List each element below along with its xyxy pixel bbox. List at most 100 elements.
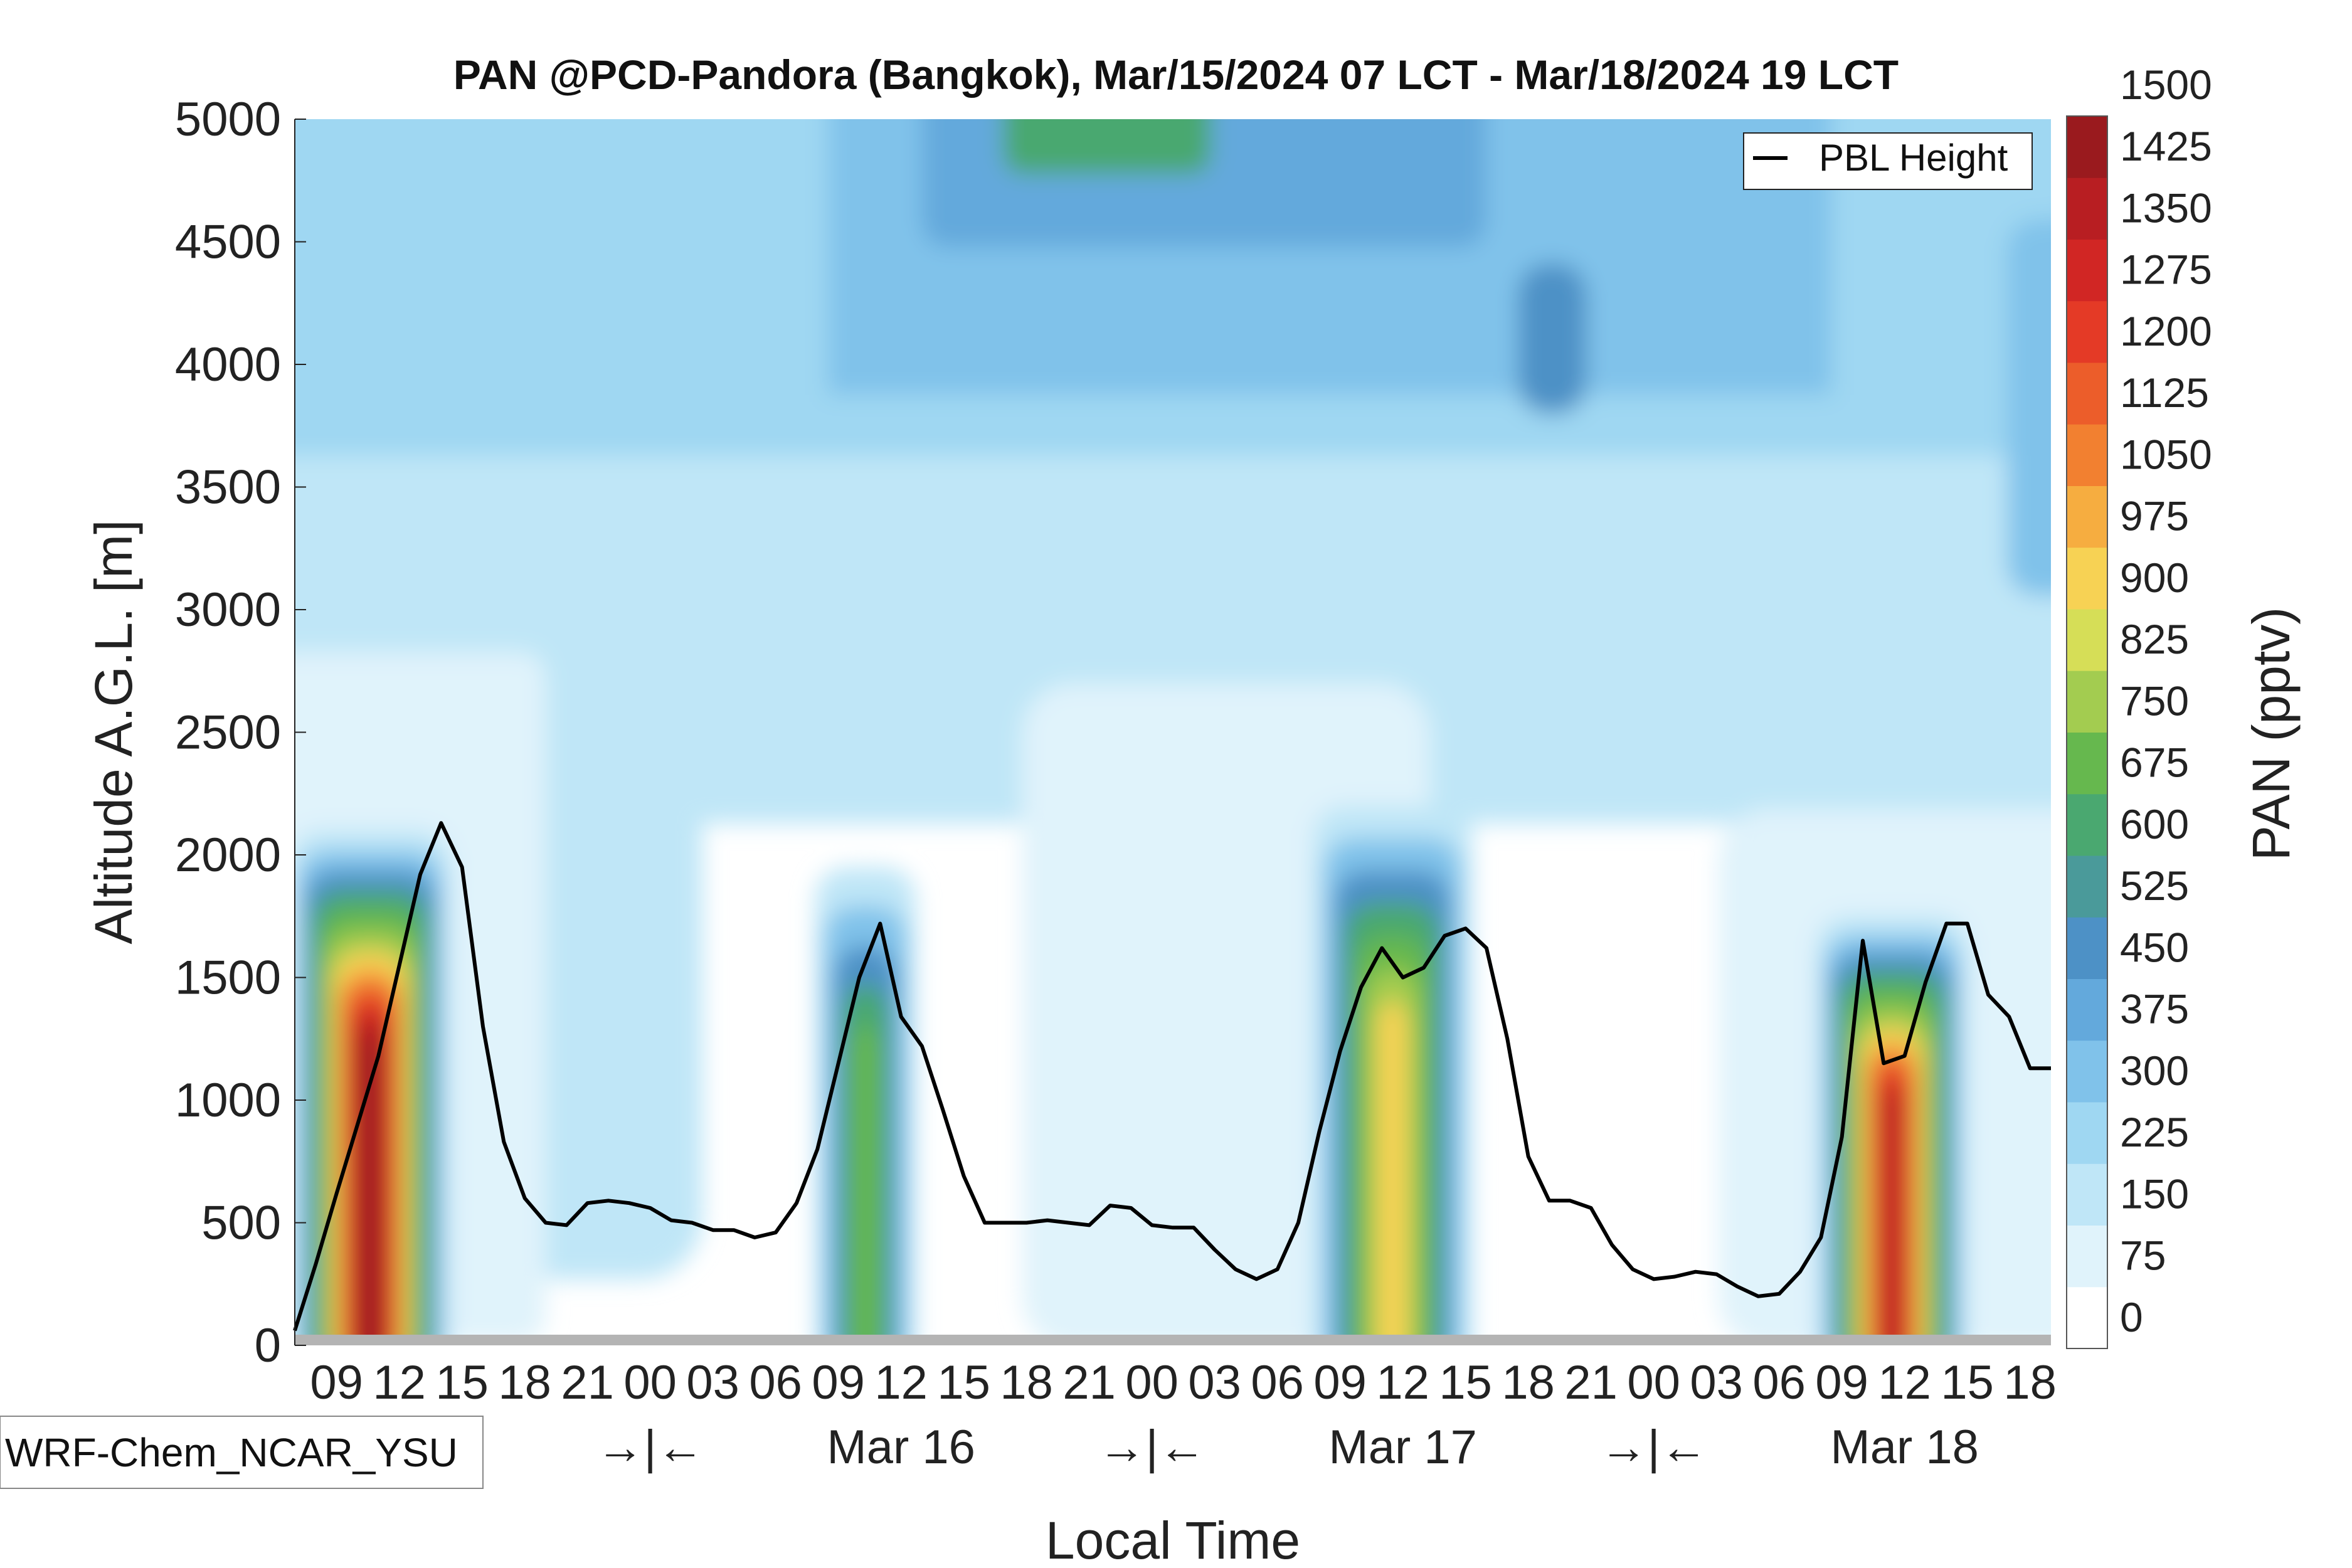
- colorbar-swatch: [2067, 239, 2107, 302]
- colorbar-swatch: [2067, 1286, 2107, 1349]
- y-tick-label: 2000: [175, 829, 281, 882]
- x-tick-label: 03: [1188, 1356, 1241, 1409]
- x-tick-label: 09: [1815, 1356, 1868, 1409]
- x-day-label: Mar 17: [1328, 1421, 1477, 1474]
- colorbar-tick-label: 675: [2120, 739, 2189, 786]
- colorbar-tick-label: 900: [2120, 554, 2189, 601]
- colorbar-tick-label: 1500: [2120, 61, 2212, 108]
- y-tick-label: 500: [201, 1197, 281, 1250]
- colorbar-swatch: [2067, 485, 2107, 548]
- colorbar-swatch: [2067, 917, 2107, 979]
- y-tick-label: 1000: [175, 1074, 281, 1127]
- colorbar-swatch: [2067, 547, 2107, 610]
- x-tick-label: 18: [1000, 1356, 1053, 1409]
- x-day-label: Mar 16: [827, 1421, 975, 1474]
- legend-label: PBL Height: [1819, 137, 2008, 179]
- colorbar-swatch: [2067, 177, 2107, 240]
- colorbar-tick-label: 0: [2120, 1294, 2143, 1340]
- model-label-box: WRF-Chem_NCAR_YSU: [0, 1416, 484, 1489]
- x-day-label: →|←: [596, 1421, 704, 1474]
- y-axis-ticks: 0 500 1000 1500 2000 2500 3000 3500 4000 4500 5000: [175, 93, 306, 1372]
- colorbar-frame: [2066, 115, 2108, 1349]
- colorbar-swatch: [2067, 116, 2107, 178]
- colorbar-tick-label: 975: [2120, 493, 2189, 539]
- colorbar-tick-label: 1275: [2120, 246, 2212, 293]
- colorbar-tick-label: 1050: [2120, 431, 2212, 477]
- x-tick-label: 21: [561, 1356, 614, 1409]
- x-tick-label: 15: [937, 1356, 990, 1409]
- x-tick-label: 09: [1313, 1356, 1367, 1409]
- colorbar-swatch: [2067, 670, 2107, 733]
- colorbar-swatch: [2067, 363, 2107, 425]
- x-tick-label: 12: [874, 1356, 928, 1409]
- colorbar-tick-label: 450: [2120, 924, 2189, 970]
- x-tick-label: 09: [812, 1356, 865, 1409]
- x-tick-label: 15: [435, 1356, 489, 1409]
- x-tick-label: 06: [1251, 1356, 1304, 1409]
- y-tick-label: 1500: [175, 951, 281, 1005]
- colorbar-label: PAN (pptv): [2242, 607, 2301, 861]
- x-tick-label: 00: [1627, 1356, 1680, 1409]
- colorbar-swatch: [2067, 732, 2107, 795]
- x-tick-label: 09: [310, 1356, 363, 1409]
- colorbar: 0 75 150 225 300 375 450 525 600 675 750 825 900 975 1…: [2066, 61, 2212, 1349]
- x-tick-label: 15: [1941, 1356, 1994, 1409]
- colorbar-tick-label: 600: [2120, 801, 2189, 847]
- x-tick-label: 15: [1439, 1356, 1492, 1409]
- x-day-label: →|←: [1098, 1421, 1206, 1474]
- colorbar-tick-label: 1200: [2120, 308, 2212, 354]
- colorbar-tick-label: 375: [2120, 986, 2189, 1032]
- x-tick-label: 18: [1502, 1356, 1555, 1409]
- x-day-label: →|←: [1600, 1421, 1708, 1474]
- pbl-height-line: [293, 821, 2051, 1332]
- colorbar-swatch: [2067, 1102, 2107, 1164]
- legend: PBL Height: [1743, 132, 2033, 190]
- concentration-field: [295, 119, 2051, 1345]
- colorbar-tick-label: 1125: [2120, 369, 2209, 416]
- x-tick-label: 06: [1752, 1356, 1806, 1409]
- colorbar-tick-label: 300: [2120, 1047, 2189, 1094]
- model-label: WRF-Chem_NCAR_YSU: [5, 1430, 458, 1475]
- colorbar-swatch: [2067, 424, 2107, 486]
- x-tick-label: 12: [373, 1356, 426, 1409]
- y-tick-label: 5000: [175, 93, 281, 146]
- y-tick-label: 3500: [175, 461, 281, 514]
- colorbar-tick-label: 750: [2120, 677, 2189, 724]
- y-tick-label: 4500: [175, 216, 281, 269]
- x-day-label: Mar 18: [1830, 1421, 1979, 1474]
- colorbar-swatch: [2067, 856, 2107, 918]
- x-tick-label: 18: [498, 1356, 551, 1409]
- colorbar-swatch: [2067, 609, 2107, 671]
- x-axis-ticks: 09 12 15 18 21 00 03 06 09 12 15 18 21 00 03 06 09 12 15 18…: [310, 1356, 2057, 1409]
- legend-box: [1743, 132, 2033, 190]
- colorbar-swatch: [2067, 300, 2107, 363]
- y-axis-label: Altitude A.G.L. [m]: [84, 520, 143, 945]
- x-tick-label: 12: [1376, 1356, 1429, 1409]
- model-label-frame: [0, 1416, 484, 1489]
- y-tick-label: 4000: [175, 338, 281, 391]
- colorbar-tick-label: 1350: [2120, 184, 2212, 231]
- x-tick-label: 21: [1564, 1356, 1618, 1409]
- x-axis-label: Local Time: [1046, 1511, 1300, 1568]
- y-tick-label: 2500: [175, 706, 281, 760]
- colorbar-tick-label: 75: [2120, 1232, 2166, 1279]
- x-tick-label: 03: [1690, 1356, 1743, 1409]
- colorbar-swatch: [2067, 1040, 2107, 1103]
- x-tick-label: 03: [686, 1356, 739, 1409]
- surface-bar: [295, 1335, 2051, 1345]
- plot-area: [293, 119, 2051, 1345]
- x-axis-day-labels: →|← Mar 16 →|← Mar 17 →|← Mar 18: [596, 1421, 1979, 1474]
- chart-title: PAN @PCD-Pandora (Bangkok), Mar/15/2024 …: [453, 51, 1899, 98]
- colorbar-tick-label: 525: [2120, 862, 2189, 909]
- colorbar-swatch: [2067, 793, 2107, 856]
- y-tick-label: 0: [255, 1319, 281, 1372]
- x-tick-label: 18: [2003, 1356, 2057, 1409]
- colorbar-swatch: [2067, 1225, 2107, 1288]
- x-tick-label: 00: [1125, 1356, 1179, 1409]
- colorbar-tick-label: 150: [2120, 1170, 2189, 1217]
- x-tick-label: 00: [623, 1356, 677, 1409]
- y-tick-label: 3000: [175, 583, 281, 637]
- x-tick-label: 06: [749, 1356, 802, 1409]
- colorbar-swatch: [2067, 978, 2107, 1041]
